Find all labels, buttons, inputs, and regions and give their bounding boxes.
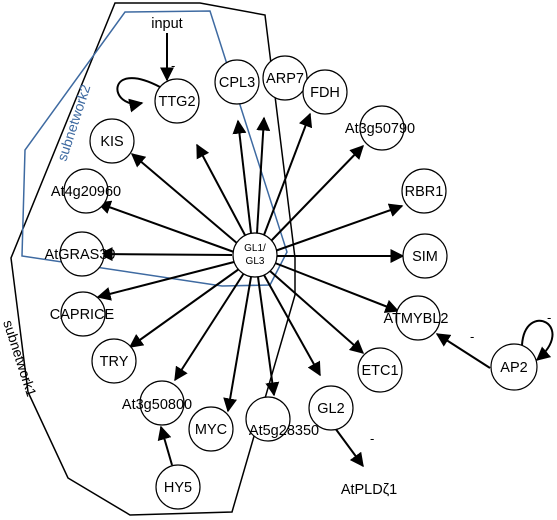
svg-text:ETC1: ETC1 (361, 363, 398, 379)
edge-gl2-atpldz1 (334, 427, 364, 468)
svg-text:TTG2: TTG2 (158, 94, 195, 110)
node-gl1-gl3-hub[interactable]: GL1/ GL3 (232, 232, 278, 278)
svg-text:RBR1: RBR1 (405, 184, 444, 200)
svg-text:FDH: FDH (310, 85, 340, 101)
edge-hub-ttg2 (196, 143, 247, 238)
node-ttg2[interactable]: TTG2 (154, 78, 200, 124)
edge-hy5-at3g50800 (157, 425, 173, 466)
edge-hub-etc1 (269, 270, 365, 354)
node-atgrass0[interactable]: AtGRAS30 (45, 231, 116, 277)
edge-hub-rbr1 (274, 203, 404, 252)
edge-hub-myc (223, 276, 252, 413)
node-atmybl2[interactable]: ATMYBL2 (383, 295, 449, 341)
svg-text:At3g50790: At3g50790 (345, 121, 415, 137)
input-label: input (151, 16, 182, 32)
edge-hub-kis (130, 153, 239, 245)
svg-text:CPL3: CPL3 (219, 75, 255, 91)
node-cpl3[interactable]: CPL3 (214, 59, 260, 105)
nodes: TTG2 CPL3 ARP7 FDH At3g50790 KIS RBR1 A (45, 55, 538, 510)
node-kis[interactable]: KIS (89, 118, 135, 164)
edge-hub-gl2 (263, 274, 321, 377)
svg-text:GL1/: GL1/ (244, 243, 266, 254)
sign-ttg2-self: - (171, 58, 175, 73)
sign-ap2-to-atmybl2: - (470, 329, 474, 344)
edge-ttg2-self-loop (116, 77, 161, 113)
node-ap2[interactable]: AP2 (490, 343, 538, 391)
svg-text:AP2: AP2 (500, 360, 527, 376)
node-at3g50790[interactable]: At3g50790 (345, 105, 415, 151)
svg-text:MYC: MYC (195, 422, 227, 438)
svg-text:HY5: HY5 (164, 480, 192, 496)
subnetwork2-boundary (21, 10, 288, 287)
svg-text:CAPRICE: CAPRICE (50, 307, 115, 323)
node-sim[interactable]: SIM (402, 233, 448, 279)
subnetwork1-label: subnetwork1 (0, 318, 40, 399)
sign-ap2-self: - (547, 310, 551, 325)
node-myc[interactable]: MYC (188, 406, 234, 452)
node-hy5[interactable]: HY5 (155, 464, 201, 510)
edge-hub-at4g20960 (96, 200, 235, 253)
svg-text:AtGRAS30: AtGRAS30 (45, 247, 116, 263)
svg-text:At3g50800: At3g50800 (122, 397, 192, 413)
node-atpldz1-label[interactable]: AtPLDζ1 (341, 482, 397, 498)
svg-text:GL3: GL3 (246, 256, 265, 267)
svg-text:At4g20960: At4g20960 (51, 184, 121, 200)
edge-ap2-self-loop (521, 319, 554, 361)
svg-text:ATMYBL2: ATMYBL2 (383, 311, 448, 327)
edge-hub-fdh (263, 112, 313, 236)
subnetwork1-boundary (10, 2, 296, 516)
svg-text:TRY: TRY (100, 354, 129, 370)
svg-text:KIS: KIS (100, 134, 123, 150)
subnetwork2-label: subnetwork2 (54, 82, 94, 163)
edge-hub-caprice (96, 261, 235, 301)
node-etc1[interactable]: ETC1 (357, 347, 403, 393)
edge-hub-try (128, 268, 240, 348)
edge-hub-at5g28350 (257, 276, 280, 397)
node-rbr1[interactable]: RBR1 (401, 168, 447, 214)
node-caprice[interactable]: CAPRICE (50, 291, 115, 337)
sign-gl2-to-atpldz1: - (370, 431, 374, 446)
svg-text:At5g28350: At5g28350 (249, 423, 319, 439)
hub-edges (96, 112, 405, 413)
node-fdh[interactable]: FDH (302, 69, 348, 115)
svg-text:SIM: SIM (412, 249, 438, 265)
edge-hub-atmybl2 (274, 262, 400, 313)
edge-hub-at3g50790 (270, 144, 364, 242)
node-at5g28350[interactable]: At5g28350 (245, 396, 319, 442)
edge-hub-atgrass0 (98, 247, 233, 262)
node-at4g20960[interactable]: At4g20960 (51, 168, 121, 214)
node-gl2[interactable]: GL2 (308, 385, 354, 431)
svg-text:GL2: GL2 (317, 401, 344, 417)
edge-hub-arp7 (256, 116, 271, 234)
node-at3g50800[interactable]: At3g50800 (122, 380, 192, 426)
other-edges (116, 33, 554, 468)
node-arp7[interactable]: ARP7 (262, 55, 308, 101)
node-try[interactable]: TRY (91, 338, 137, 384)
edge-hub-cpl3 (232, 119, 252, 234)
edge-ap2-atmybl2 (435, 333, 491, 369)
edge-hub-at3g50800 (174, 272, 245, 382)
svg-text:ARP7: ARP7 (266, 71, 304, 87)
